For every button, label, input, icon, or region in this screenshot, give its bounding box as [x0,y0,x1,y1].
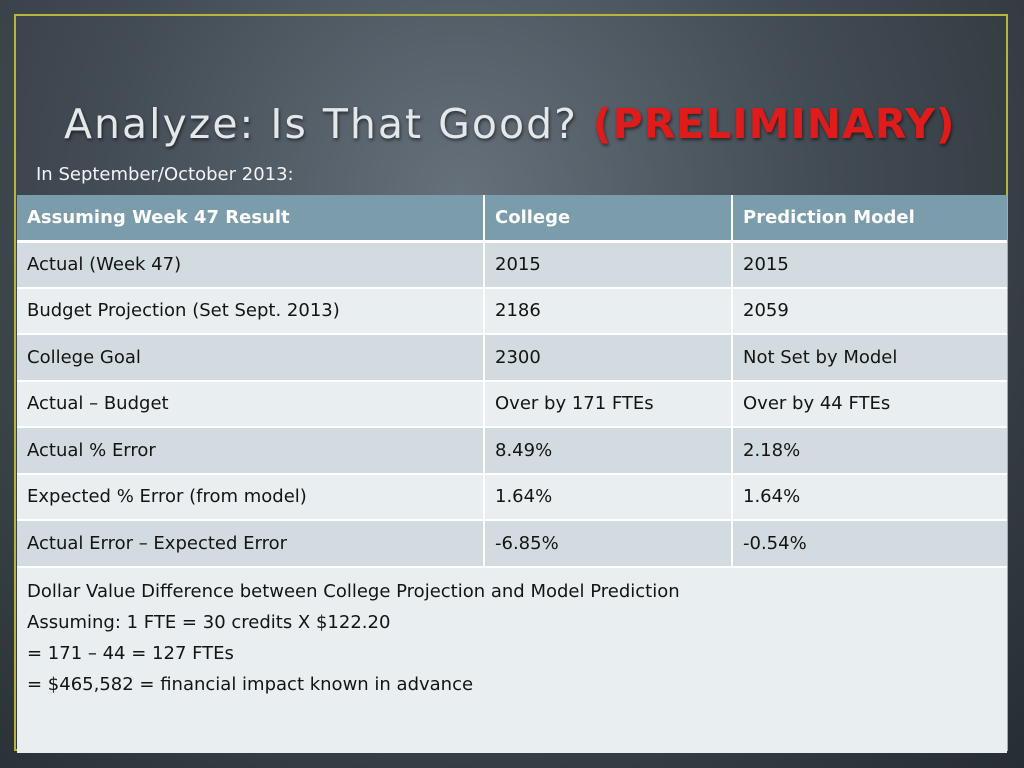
table-row: Expected % Error (from model) 1.64% 1.64… [17,473,1007,521]
table-row: Actual – Budget Over by 171 FTEs Over by… [17,380,1007,428]
college-value: Over by 171 FTEs [484,380,733,428]
table-row: Actual (Week 47) 2015 2015 [17,241,1007,289]
note-line: Dollar Value Difference between College … [27,580,680,602]
row-label: Actual Error – Expected Error [17,520,485,568]
header-prediction-model: Prediction Model [732,195,1007,243]
note-line: Assuming: 1 FTE = 30 credits X $122.20 [27,611,391,633]
table-row: College Goal 2300 Not Set by Model [17,334,1007,382]
model-value: -0.54% [732,520,1007,568]
slide-subtitle: In September/October 2013: [36,164,294,185]
table-header-row: Assuming Week 47 Result College Predicti… [17,195,1007,243]
college-value: 1.64% [484,473,733,521]
note-line: = 171 – 44 = 127 FTEs [27,642,234,664]
model-value: 1.64% [732,473,1007,521]
model-value: 2.18% [732,427,1007,475]
model-value: Over by 44 FTEs [732,380,1007,428]
model-value: 2059 [732,287,1007,335]
row-label: College Goal [17,334,485,382]
header-college: College [484,195,733,243]
row-label: Budget Projection (Set Sept. 2013) [17,287,485,335]
row-label: Actual % Error [17,427,485,475]
table-row: Budget Projection (Set Sept. 2013) 2186 … [17,287,1007,335]
college-value: 2300 [484,334,733,382]
table-note-row: Dollar Value Difference between College … [17,566,1007,753]
model-value: Not Set by Model [732,334,1007,382]
title-preliminary-tag: (PRELIMINARY) [592,100,956,148]
row-label: Expected % Error (from model) [17,473,485,521]
college-value: 2015 [484,241,733,289]
college-value: 2186 [484,287,733,335]
college-value: -6.85% [484,520,733,568]
model-value: 2015 [732,241,1007,289]
note-line: = $465,582 = financial impact known in a… [27,673,474,695]
row-label: Actual (Week 47) [17,241,485,289]
title-main: Analyze: Is That Good? [64,100,593,148]
header-assumption: Assuming Week 47 Result [17,195,485,243]
college-value: 8.49% [484,427,733,475]
dollar-value-note: Dollar Value Difference between College … [17,566,1007,753]
slide-title: Analyze: Is That Good? (PRELIMINARY) [64,100,956,148]
row-label: Actual – Budget [17,380,485,428]
results-table: Assuming Week 47 Result College Predicti… [17,195,1007,753]
table-row: Actual Error – Expected Error -6.85% -0.… [17,520,1007,568]
table-row: Actual % Error 8.49% 2.18% [17,427,1007,475]
